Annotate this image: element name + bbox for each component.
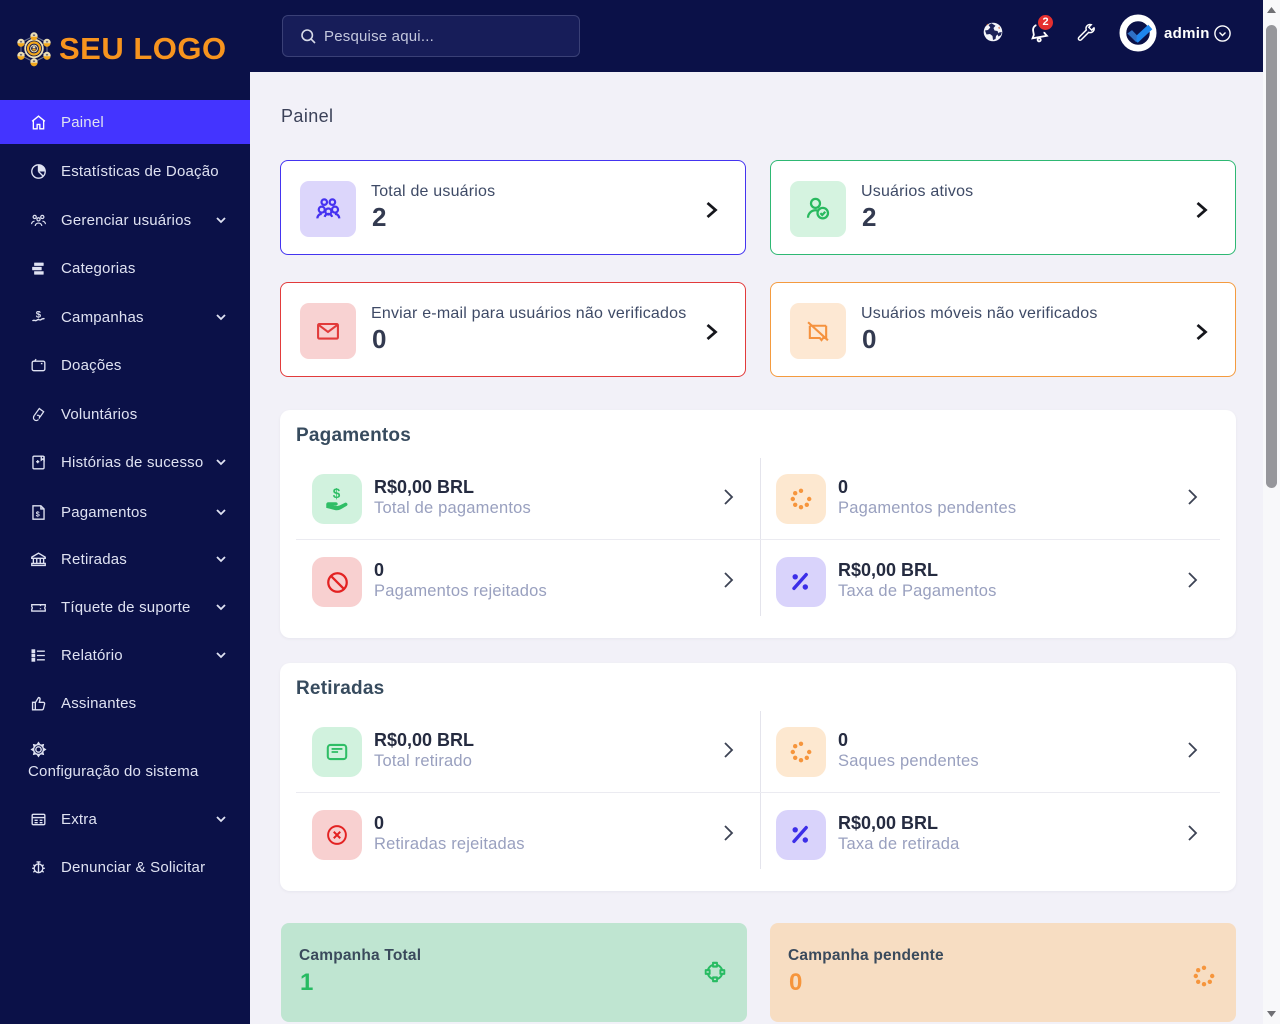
- svg-text:$: $: [332, 486, 340, 501]
- svg-text:$: $: [36, 309, 42, 320]
- svg-text:$: $: [36, 510, 40, 518]
